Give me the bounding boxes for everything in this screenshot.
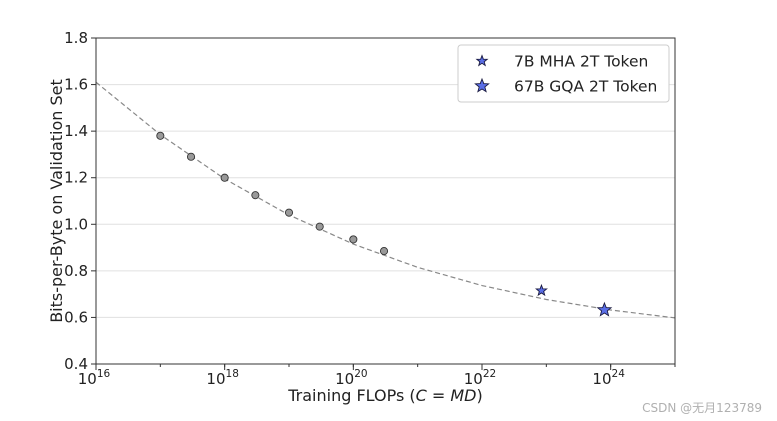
x-tick-label: 1018 (206, 368, 238, 388)
data-point (379, 247, 389, 256)
x-tick-label-exponent: 22 (483, 368, 496, 380)
data-point (220, 173, 229, 182)
x-tick-label-exponent: 24 (612, 368, 626, 380)
plot-frame (95, 37, 676, 365)
x-tick-label: 1016 (78, 368, 111, 388)
y-tick-label: 1.8 (64, 29, 88, 47)
y-axis-title: Bits-per-Byte on Validation Set (47, 79, 66, 323)
data-point (156, 131, 165, 140)
x-tick-label: 1020 (335, 368, 367, 388)
x-tick-label-base: 10 (464, 370, 483, 388)
data-point (315, 222, 324, 231)
legend-star-icon (475, 54, 489, 67)
y-tick-label: 1.2 (64, 169, 88, 187)
y-tick-label: 1.0 (64, 215, 88, 233)
y-tick-label: 1.4 (64, 122, 88, 140)
legend-items: 7B MHA 2T Token 67B GQA 2T Token (474, 53, 657, 96)
data-point (349, 235, 358, 244)
x-tick-label: 1024 (592, 368, 625, 388)
star-marker-7b (535, 283, 548, 297)
y-tick-label: 0.6 (64, 308, 88, 326)
fit-curve-layer (95, 81, 676, 319)
legend-box (457, 44, 670, 103)
data-point (284, 208, 294, 217)
x-axis-title-md: MD (450, 386, 476, 405)
x-tick-label-base: 10 (206, 370, 225, 388)
y-tick-label: 1.6 (64, 76, 88, 94)
legend-star-icon (474, 77, 490, 93)
data-point (251, 191, 260, 200)
x-tick-label: 1022 (464, 368, 496, 388)
legend-label: 7B MHA 2T Token (514, 53, 648, 71)
grid-lines (96, 84, 675, 318)
legend-label: 67B GQA 2T Token (514, 78, 657, 96)
data-points-layer (156, 131, 613, 317)
x-axis-title: Training FLOPs (C = MD) (287, 386, 483, 405)
x-axis-title-c: C (416, 386, 428, 405)
watermark-text: CSDN @无月123789 (642, 401, 762, 415)
x-tick-label-base: 10 (335, 370, 354, 388)
y-tick-label: 0.4 (64, 355, 88, 373)
star-marker-67b (596, 301, 613, 317)
x-tick-label-base: 10 (78, 370, 97, 388)
x-axis-title-eq: = (427, 386, 451, 405)
fit-curve (95, 81, 676, 319)
legend: 7B MHA 2T Token 67B GQA 2T Token (457, 44, 670, 103)
x-tick-label-exponent: 18 (226, 368, 239, 380)
x-tick-label-base: 10 (592, 370, 611, 388)
data-point (186, 152, 196, 161)
x-axis-title-prefix: Training FLOPs ( (287, 386, 415, 405)
x-tick-label-exponent: 16 (97, 368, 111, 380)
x-axis-title-suffix: ) (477, 386, 483, 405)
y-tick-label: 0.8 (64, 262, 88, 280)
x-tick-label-exponent: 20 (354, 368, 367, 380)
